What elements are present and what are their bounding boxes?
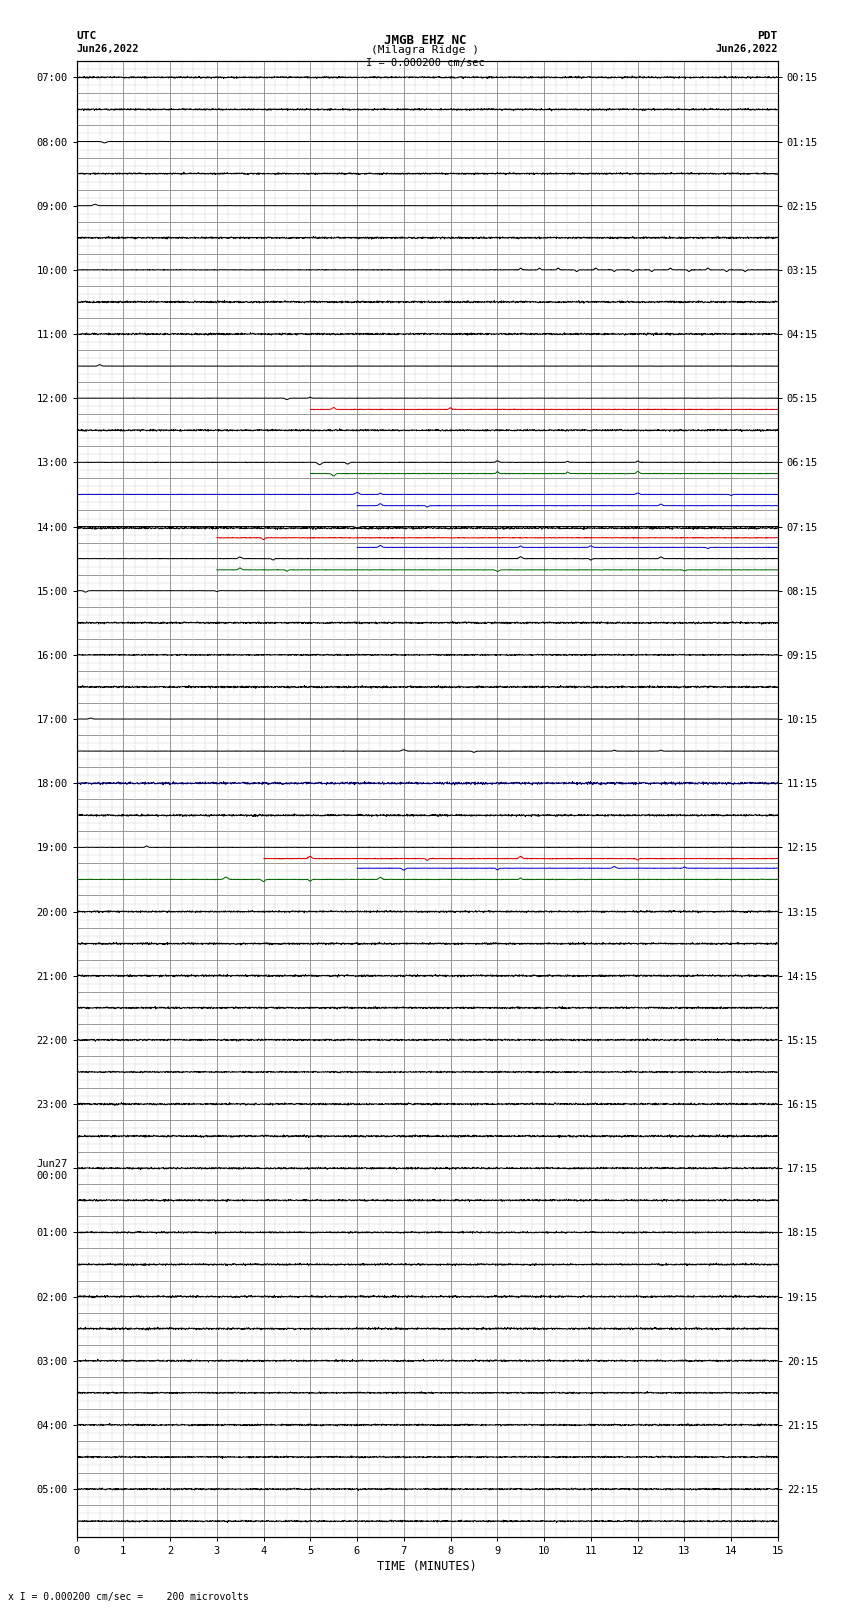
Text: UTC: UTC bbox=[76, 31, 97, 40]
Text: PDT: PDT bbox=[757, 31, 778, 40]
Text: JMGB EHZ NC: JMGB EHZ NC bbox=[383, 34, 467, 47]
Text: Jun26,2022: Jun26,2022 bbox=[76, 44, 139, 53]
Text: x I = 0.000200 cm/sec =    200 microvolts: x I = 0.000200 cm/sec = 200 microvolts bbox=[8, 1592, 249, 1602]
Text: I = 0.000200 cm/sec: I = 0.000200 cm/sec bbox=[366, 58, 484, 68]
Text: Jun26,2022: Jun26,2022 bbox=[715, 44, 778, 53]
X-axis label: TIME (MINUTES): TIME (MINUTES) bbox=[377, 1560, 477, 1573]
Text: (Milagra Ridge ): (Milagra Ridge ) bbox=[371, 45, 479, 55]
